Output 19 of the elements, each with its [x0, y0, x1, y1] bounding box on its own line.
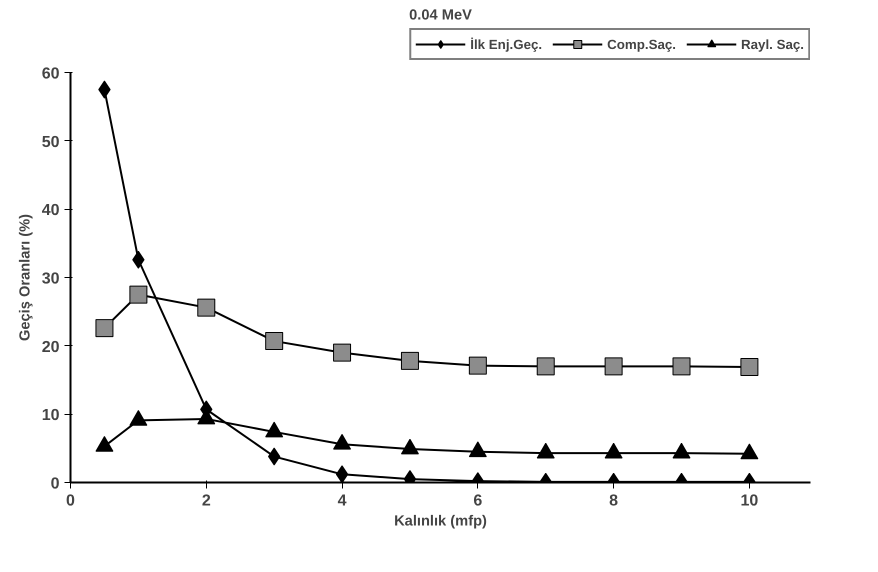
- x-tick-label: 10: [740, 492, 758, 510]
- x-tick-label: 2: [202, 492, 211, 510]
- legend-label: Comp.Saç.: [607, 36, 676, 52]
- y-tick-label: 40: [42, 202, 60, 220]
- x-tick-label: 0: [66, 492, 76, 510]
- y-tick-label: 30: [42, 270, 60, 288]
- y-tick-label: 0: [50, 476, 60, 492]
- x-axis-title: Kalınlık (mfp): [394, 514, 488, 530]
- y-axis-title: Geçiş Oranları (%): [18, 214, 34, 342]
- x-tick-label: 8: [609, 492, 618, 510]
- x-tick-label: 6: [473, 492, 482, 510]
- y-tick-label: 20: [42, 338, 60, 356]
- y-tick-label: 60: [42, 66, 60, 82]
- chart-title: 0.04 MeV: [409, 8, 472, 24]
- x-tick-label: 4: [338, 492, 347, 510]
- y-tick-label: 50: [42, 134, 60, 151]
- legend-label: İlk Enj.Geç.: [470, 36, 542, 52]
- y-tick-label: 10: [42, 407, 60, 424]
- legend-label: Rayl. Saç.: [741, 36, 804, 52]
